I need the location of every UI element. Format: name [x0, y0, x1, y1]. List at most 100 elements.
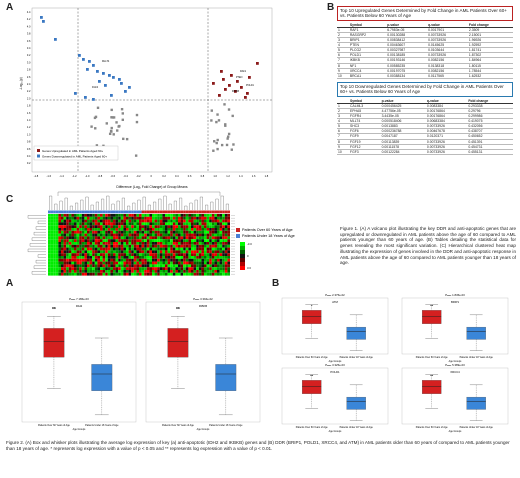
heatmap-cell — [219, 242, 223, 245]
point-ns — [110, 108, 113, 112]
heatmap-cell — [58, 247, 61, 251]
table-row: 7 FGF9 0.0047187 0.0120371 0.450652 — [337, 133, 513, 140]
group-cell — [50, 210, 54, 214]
table-cell: 1.92592 — [467, 42, 513, 49]
x-tick-label: -1.0 — [85, 174, 90, 178]
group-cell — [92, 210, 95, 214]
heatmap-cell — [76, 242, 80, 245]
heatmap-cell — [118, 233, 121, 237]
heatmap-cell — [206, 216, 210, 220]
heatmap-cell — [144, 253, 147, 256]
table-cell: EPHA5 — [349, 108, 381, 115]
heatmap-cell — [118, 244, 121, 248]
heatmap-cell — [206, 242, 210, 245]
heatmap-cell — [55, 261, 59, 265]
group-cell — [206, 210, 210, 214]
heatmap-cell — [115, 230, 119, 234]
point-down — [74, 92, 77, 95]
table-cell: 5 — [337, 123, 349, 130]
heatmap-cell — [206, 267, 210, 270]
heatmap-cell — [224, 258, 228, 262]
y-tick-label: 3.0 — [27, 60, 31, 64]
heatmap-cell — [79, 225, 82, 228]
y-tick-label: 4.0 — [27, 24, 31, 28]
heatmap-cell — [165, 264, 168, 268]
table-cell: 0.00176864 — [425, 113, 468, 120]
column-dendrogram — [49, 191, 229, 210]
heatmap-cell — [183, 214, 186, 217]
heatmap-cell — [219, 250, 223, 254]
heatmap-cell — [159, 219, 163, 223]
volcano-y-ticks: 4.44.24.03.83.63.43.23.02.82.62.42.22.01… — [27, 10, 31, 165]
heatmap-cell — [183, 258, 186, 262]
heatmap-cell — [159, 250, 163, 254]
heatmap-cell — [204, 228, 207, 231]
heatmap-cell — [157, 225, 160, 228]
heatmap-cell — [87, 228, 90, 231]
heatmap-cell — [144, 228, 147, 231]
heatmap-cell — [146, 228, 150, 231]
heatmap-cell — [224, 253, 228, 256]
heatmap-cell — [172, 272, 176, 276]
table-cell: 0.450652 — [467, 133, 513, 140]
heatmap-cell — [185, 247, 189, 251]
heatmap-cell — [133, 242, 137, 245]
heatmap-cell — [183, 264, 186, 268]
group-cell — [157, 210, 160, 214]
heatmap-cell — [162, 270, 165, 273]
heatmap-cell — [87, 264, 90, 268]
heatmap-cell — [79, 244, 82, 248]
heatmap-cell — [133, 272, 137, 276]
heatmap-cell — [94, 233, 98, 237]
heatmap-cell — [87, 272, 90, 276]
heatmap-cell — [81, 239, 85, 242]
heatmap-cell — [196, 230, 199, 234]
table-up-header-1: Symbol — [348, 22, 387, 28]
legend-swatch-up — [37, 149, 40, 152]
heatmap-cell — [159, 236, 163, 240]
heatmap-cell — [107, 244, 111, 248]
x-tick-label: 0.4 — [175, 174, 179, 178]
heatmap-cell — [214, 225, 217, 228]
heatmap-cell — [50, 253, 54, 256]
heatmap-cell — [152, 228, 155, 231]
heatmap-cell — [113, 230, 116, 234]
heatmap-cell — [198, 219, 202, 223]
heatmap-cell — [198, 250, 202, 254]
point-down — [112, 76, 115, 79]
heatmap-cell — [136, 261, 139, 265]
heatmap-cell — [128, 270, 132, 273]
heatmap-cell — [136, 247, 139, 251]
group-cell — [128, 210, 132, 214]
heatmap-cell — [185, 256, 189, 259]
heatmap-cell — [97, 272, 100, 276]
group-cell — [170, 210, 173, 214]
table-cell: XRCC4 — [348, 68, 387, 74]
heatmap-cell — [149, 272, 152, 276]
heatmap-cell — [126, 250, 129, 254]
heatmap-cell — [50, 258, 54, 262]
point-ns — [216, 113, 219, 116]
heatmap-cell — [105, 250, 108, 254]
significance-mark: ** — [176, 307, 180, 313]
heatmap-cell — [144, 258, 147, 262]
dendrogram-branch — [35, 260, 46, 264]
heatmap-cell — [92, 267, 95, 270]
group-cell — [180, 210, 184, 214]
heatmap-cell — [188, 270, 191, 273]
heatmap-cell — [76, 222, 80, 226]
point-down — [102, 72, 105, 75]
heatmap-cell — [152, 258, 155, 262]
table-up-header-2: p-value — [386, 22, 428, 28]
heatmap-cell — [206, 261, 210, 265]
heatmap-cell — [219, 233, 223, 237]
heatmap-cell — [159, 264, 163, 268]
heatmap-cell — [193, 264, 197, 268]
heatmap-cell — [107, 247, 111, 251]
heatmap-cell — [128, 216, 132, 220]
heatmap-cell — [63, 244, 67, 248]
table-cell: 0.00122284 — [380, 149, 426, 155]
heatmap-cell — [118, 228, 121, 231]
table-cell: 0.00327987 — [386, 47, 428, 54]
heatmap-cell — [157, 270, 160, 273]
